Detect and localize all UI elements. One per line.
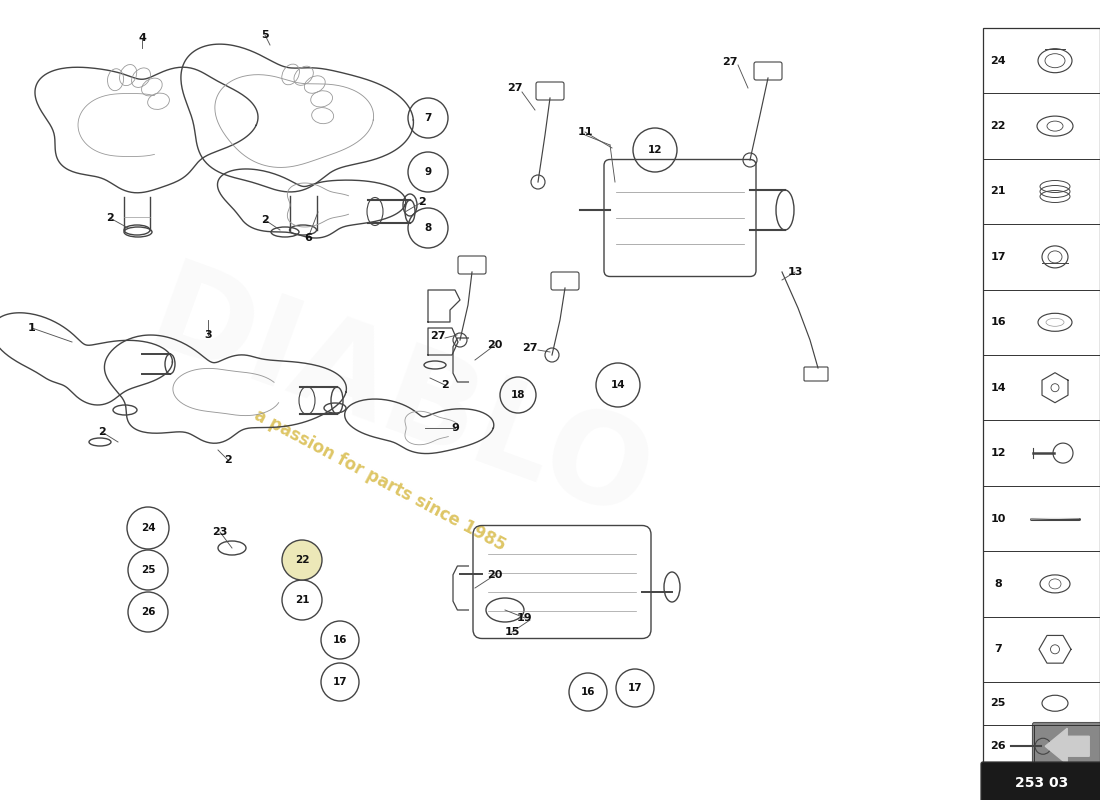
Text: 17: 17 — [628, 683, 642, 693]
Text: 27: 27 — [723, 57, 738, 67]
Text: 21: 21 — [990, 186, 1005, 197]
Text: 11: 11 — [578, 127, 593, 137]
Text: 25: 25 — [990, 698, 1005, 708]
Text: DIABLO: DIABLO — [133, 254, 667, 546]
Text: 2: 2 — [224, 455, 232, 465]
Text: 24: 24 — [990, 56, 1005, 66]
FancyBboxPatch shape — [1033, 722, 1100, 770]
Text: 12: 12 — [990, 448, 1005, 458]
Text: 24: 24 — [141, 523, 155, 533]
Text: 1: 1 — [29, 323, 36, 333]
Text: 253 03: 253 03 — [1015, 776, 1068, 790]
Text: 17: 17 — [332, 677, 348, 687]
Text: 22: 22 — [295, 555, 309, 565]
Text: 12: 12 — [648, 145, 662, 155]
Polygon shape — [1045, 728, 1089, 764]
Text: 26: 26 — [141, 607, 155, 617]
Text: 15: 15 — [504, 627, 519, 637]
Text: 20: 20 — [487, 570, 503, 580]
Text: 8: 8 — [994, 579, 1002, 589]
Text: 25: 25 — [141, 565, 155, 575]
Text: 27: 27 — [430, 331, 446, 341]
Text: 9: 9 — [425, 167, 431, 177]
Text: 2: 2 — [441, 380, 449, 390]
Text: 14: 14 — [610, 380, 625, 390]
Text: 22: 22 — [990, 121, 1005, 131]
Text: 10: 10 — [990, 514, 1005, 523]
Text: 27: 27 — [522, 343, 538, 353]
Text: 23: 23 — [212, 527, 228, 537]
Text: 2: 2 — [98, 427, 106, 437]
FancyBboxPatch shape — [981, 762, 1100, 800]
Text: 16: 16 — [332, 635, 348, 645]
Text: 16: 16 — [581, 687, 595, 697]
Text: 3: 3 — [205, 330, 212, 340]
Text: 7: 7 — [425, 113, 431, 123]
Text: 18: 18 — [510, 390, 526, 400]
Text: 19: 19 — [517, 613, 532, 623]
Text: 20: 20 — [487, 340, 503, 350]
Text: 2: 2 — [418, 197, 426, 207]
Text: 14: 14 — [990, 382, 1005, 393]
Text: 8: 8 — [425, 223, 431, 233]
Text: 26: 26 — [990, 742, 1005, 751]
Text: 21: 21 — [295, 595, 309, 605]
Text: 5: 5 — [261, 30, 268, 40]
Text: 9: 9 — [451, 423, 459, 433]
Text: 6: 6 — [304, 233, 312, 243]
Text: 2: 2 — [106, 213, 114, 223]
Text: a passion for parts since 1985: a passion for parts since 1985 — [251, 406, 509, 554]
Text: 17: 17 — [990, 252, 1005, 262]
Text: 2: 2 — [261, 215, 268, 225]
Text: 16: 16 — [990, 318, 1005, 327]
Circle shape — [282, 540, 322, 580]
Text: 4: 4 — [139, 33, 146, 43]
Text: 7: 7 — [994, 644, 1002, 654]
Text: 13: 13 — [788, 267, 803, 277]
Bar — [983, 28, 1100, 768]
Text: 27: 27 — [507, 83, 522, 93]
